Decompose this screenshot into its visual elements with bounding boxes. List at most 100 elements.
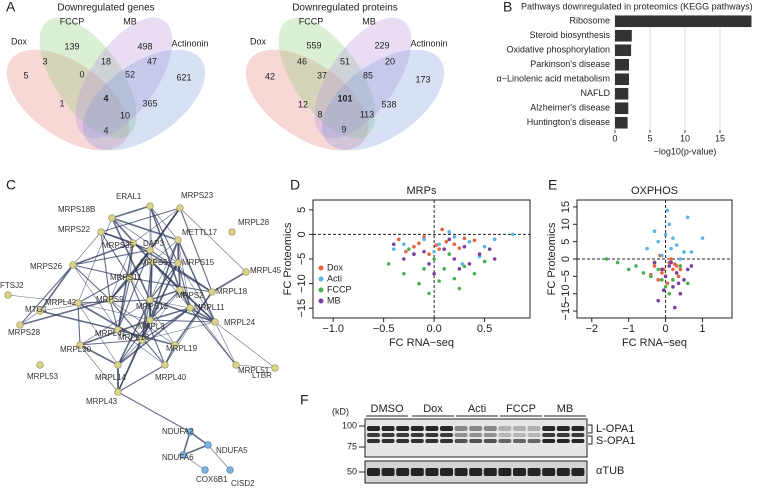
node-label: MRPS22 [58,225,91,234]
node-label: MRPL19 [166,344,198,353]
point [460,262,465,266]
point [663,274,668,279]
network-node [186,304,194,312]
venn-set-label: MB [123,16,137,26]
point [676,274,681,279]
network-edge [39,264,74,312]
band [469,468,483,476]
network-edge [132,207,181,244]
point [457,286,462,291]
network-node [176,204,184,212]
network-edge [149,262,179,321]
venn-title: Downregulated genes [57,3,154,14]
band [396,439,410,443]
point [492,237,497,242]
point [391,247,396,251]
point [660,271,664,275]
bracket [588,424,593,445]
point [437,247,441,251]
marker-label: 100 [342,420,357,430]
point [682,278,686,282]
network-edge [117,329,176,346]
venn-count: 20 [385,56,395,66]
y-axis-title: FC Proteomics [546,222,558,295]
network-node [226,466,234,474]
network-edge [117,319,151,366]
point [656,278,660,282]
panel-label: F [300,392,309,408]
category-label: Alzheimer's disease [530,103,610,113]
point [472,238,477,243]
point [626,267,631,272]
node-label: MRPL42 [45,298,77,307]
venn-count: 229 [374,40,389,50]
node-label: NDUFA6 [162,453,194,462]
venn-set [6,49,130,151]
band [454,426,468,431]
legend-marker [318,287,324,293]
point [676,281,681,286]
network-edge [149,249,213,293]
band [454,439,468,443]
point [645,246,649,251]
network-node [179,451,187,459]
band [410,439,424,443]
network-edge [177,262,181,291]
x-tick-label: 0 [612,133,617,143]
network-node [242,268,250,276]
venn-count: 10 [120,110,130,120]
band [469,433,483,437]
network-edge [149,307,191,321]
venn-count: 0 [79,69,84,79]
x-tick-label: 1 [699,323,705,335]
point [661,288,666,293]
point [487,247,492,251]
network-edge [149,299,191,309]
network-edge [182,444,209,456]
x-tick-label: 0.5 [477,323,492,335]
network-edge [79,339,143,346]
lane-label: DMSO [371,403,404,415]
point [663,284,668,289]
network-edge [177,262,216,323]
lane-label: Acti [468,403,486,415]
band [571,468,585,476]
band [425,468,439,476]
point [689,264,694,268]
point [482,244,487,249]
node-label: MRPS9 [96,295,124,304]
network-node [211,318,219,326]
network-node [36,307,44,315]
x-tick-label: −1 [622,323,635,335]
network-edge [117,307,191,366]
network-node [174,236,182,244]
point [391,242,396,247]
point [674,271,679,275]
marker-label: 75 [347,441,357,451]
y-tick-label: 0 [296,231,308,237]
marker-label: 50 [347,466,357,476]
y-tick-label: −10 [560,284,572,303]
band [381,433,395,437]
x-axis-title: −log10(p-value) [654,146,717,156]
band [498,439,512,443]
point [665,208,670,213]
band [542,426,556,431]
point [404,249,408,254]
point [641,271,646,275]
network-edge [174,291,213,346]
chart-title: OXPHOS [631,185,678,197]
venn-set-label: Dox [250,36,267,46]
network-edge [77,302,119,366]
band [483,468,497,476]
band [513,468,526,476]
node-label: MRPS28 [8,328,41,337]
venn-set [278,17,376,139]
panel-label: D [290,177,300,193]
point [685,267,690,272]
category-label: Ribosome [569,16,610,26]
band [498,426,512,431]
network-node [186,428,194,436]
network-node [106,296,114,304]
